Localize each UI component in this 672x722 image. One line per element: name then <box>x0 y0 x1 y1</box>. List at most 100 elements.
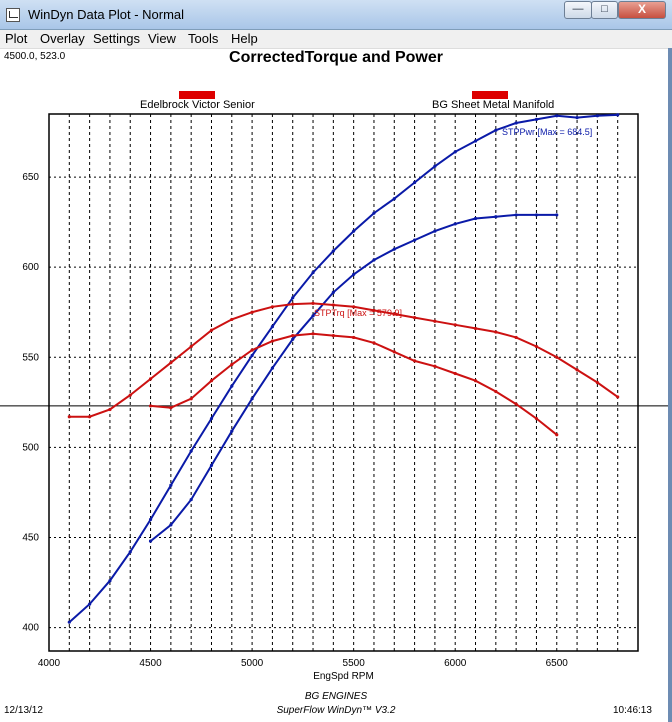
data-point <box>291 337 295 341</box>
data-point <box>372 341 376 345</box>
data-point <box>270 325 275 329</box>
data-point <box>88 415 92 419</box>
data-point <box>453 323 457 327</box>
data-point <box>534 117 539 122</box>
data-point <box>209 463 214 467</box>
data-point <box>575 116 579 120</box>
data-point <box>331 303 335 307</box>
data-point <box>250 348 254 352</box>
legend-label-bg: BG Sheet Metal Manifold <box>432 99 555 111</box>
menu-help[interactable]: Help <box>231 31 258 46</box>
data-point <box>392 350 396 354</box>
data-point <box>372 308 376 313</box>
data-point <box>453 150 457 154</box>
data-point <box>169 483 173 487</box>
data-point <box>412 316 417 320</box>
app-chart-icon[interactable] <box>6 8 20 22</box>
data-point <box>352 272 356 276</box>
data-point <box>514 335 518 340</box>
data-point <box>169 361 173 365</box>
y-tick-label: 500 <box>22 442 39 453</box>
data-point <box>534 416 539 421</box>
data-point <box>230 317 234 322</box>
data-point <box>189 344 193 349</box>
data-point <box>433 164 437 168</box>
data-point <box>250 353 254 358</box>
window-title: WinDyn Data Plot - Normal <box>28 7 185 22</box>
menu-view[interactable]: View <box>148 31 176 46</box>
data-point <box>555 114 559 118</box>
data-point <box>473 379 478 383</box>
data-point <box>453 222 457 226</box>
data-point <box>514 402 518 406</box>
y-tick-label: 450 <box>22 532 39 543</box>
data-point <box>412 359 417 363</box>
data-point <box>352 305 356 309</box>
x-tick-label: 4500 <box>139 658 162 669</box>
data-point <box>555 433 559 437</box>
data-point <box>473 216 478 221</box>
footer-software: SuperFlow WinDyn™ V3.2 <box>276 705 396 716</box>
series-line-stptrq-2 <box>69 302 619 418</box>
data-point <box>514 121 518 125</box>
data-point <box>230 384 234 388</box>
menu-bar: Plot Overlay Settings View Tools Help <box>0 30 672 49</box>
data-point <box>209 416 214 421</box>
menu-plot[interactable]: Plot <box>5 31 28 46</box>
data-point <box>169 523 173 527</box>
data-point <box>331 334 335 338</box>
data-point <box>331 290 335 294</box>
y-tick-label: 400 <box>22 623 39 634</box>
window-frame-edge <box>668 48 672 722</box>
data-point <box>67 415 71 419</box>
menu-settings[interactable]: Settings <box>93 31 140 46</box>
data-point <box>148 404 153 408</box>
series-line-stppwr-0 <box>68 113 618 623</box>
footer-company: BG ENGINES <box>304 691 368 702</box>
data-point <box>352 229 356 233</box>
x-tick-label: 5500 <box>343 658 366 669</box>
data-point <box>67 620 71 624</box>
data-point <box>270 339 275 343</box>
title-bar: WinDyn Data Plot - Normal — □ X <box>0 0 672 30</box>
data-point <box>494 389 498 394</box>
close-button[interactable]: X <box>618 1 666 19</box>
maximize-button[interactable]: □ <box>591 1 618 19</box>
data-point <box>128 393 132 397</box>
data-point <box>270 366 275 370</box>
data-point <box>514 213 518 217</box>
data-point <box>291 296 295 300</box>
data-point <box>392 247 396 251</box>
footer-date: 12/13/12 <box>4 705 43 716</box>
data-point <box>148 517 153 522</box>
data-point <box>270 305 275 309</box>
data-point <box>453 371 457 376</box>
data-point <box>616 113 620 117</box>
data-point <box>250 397 254 401</box>
data-point <box>575 368 579 372</box>
data-point <box>230 362 234 367</box>
legend-label-edelbrock: Edelbrock Victor Senior <box>140 99 255 111</box>
data-point <box>433 229 437 233</box>
menu-tools[interactable]: Tools <box>188 31 219 46</box>
data-point <box>392 197 396 201</box>
data-point <box>189 397 193 401</box>
data-point <box>169 406 173 410</box>
data-point <box>555 213 559 217</box>
plot-area <box>48 113 639 652</box>
x-tick-label: 4000 <box>38 658 61 669</box>
data-point <box>595 380 599 385</box>
data-point <box>250 310 254 314</box>
data-point <box>88 602 92 606</box>
max-annotation-stptrq: STPTrq [Max = 579.9] <box>314 308 402 318</box>
x-axis-label: EngSpd RPM <box>313 671 374 682</box>
x-tick-label: 6000 <box>444 658 467 669</box>
data-point <box>209 328 214 332</box>
legend-swatch-edelbrock <box>179 91 215 99</box>
data-point <box>230 429 234 433</box>
footer-time: 10:46:13 <box>613 705 652 716</box>
data-point <box>494 215 498 219</box>
menu-overlay[interactable]: Overlay <box>40 31 85 46</box>
data-point <box>595 114 599 118</box>
